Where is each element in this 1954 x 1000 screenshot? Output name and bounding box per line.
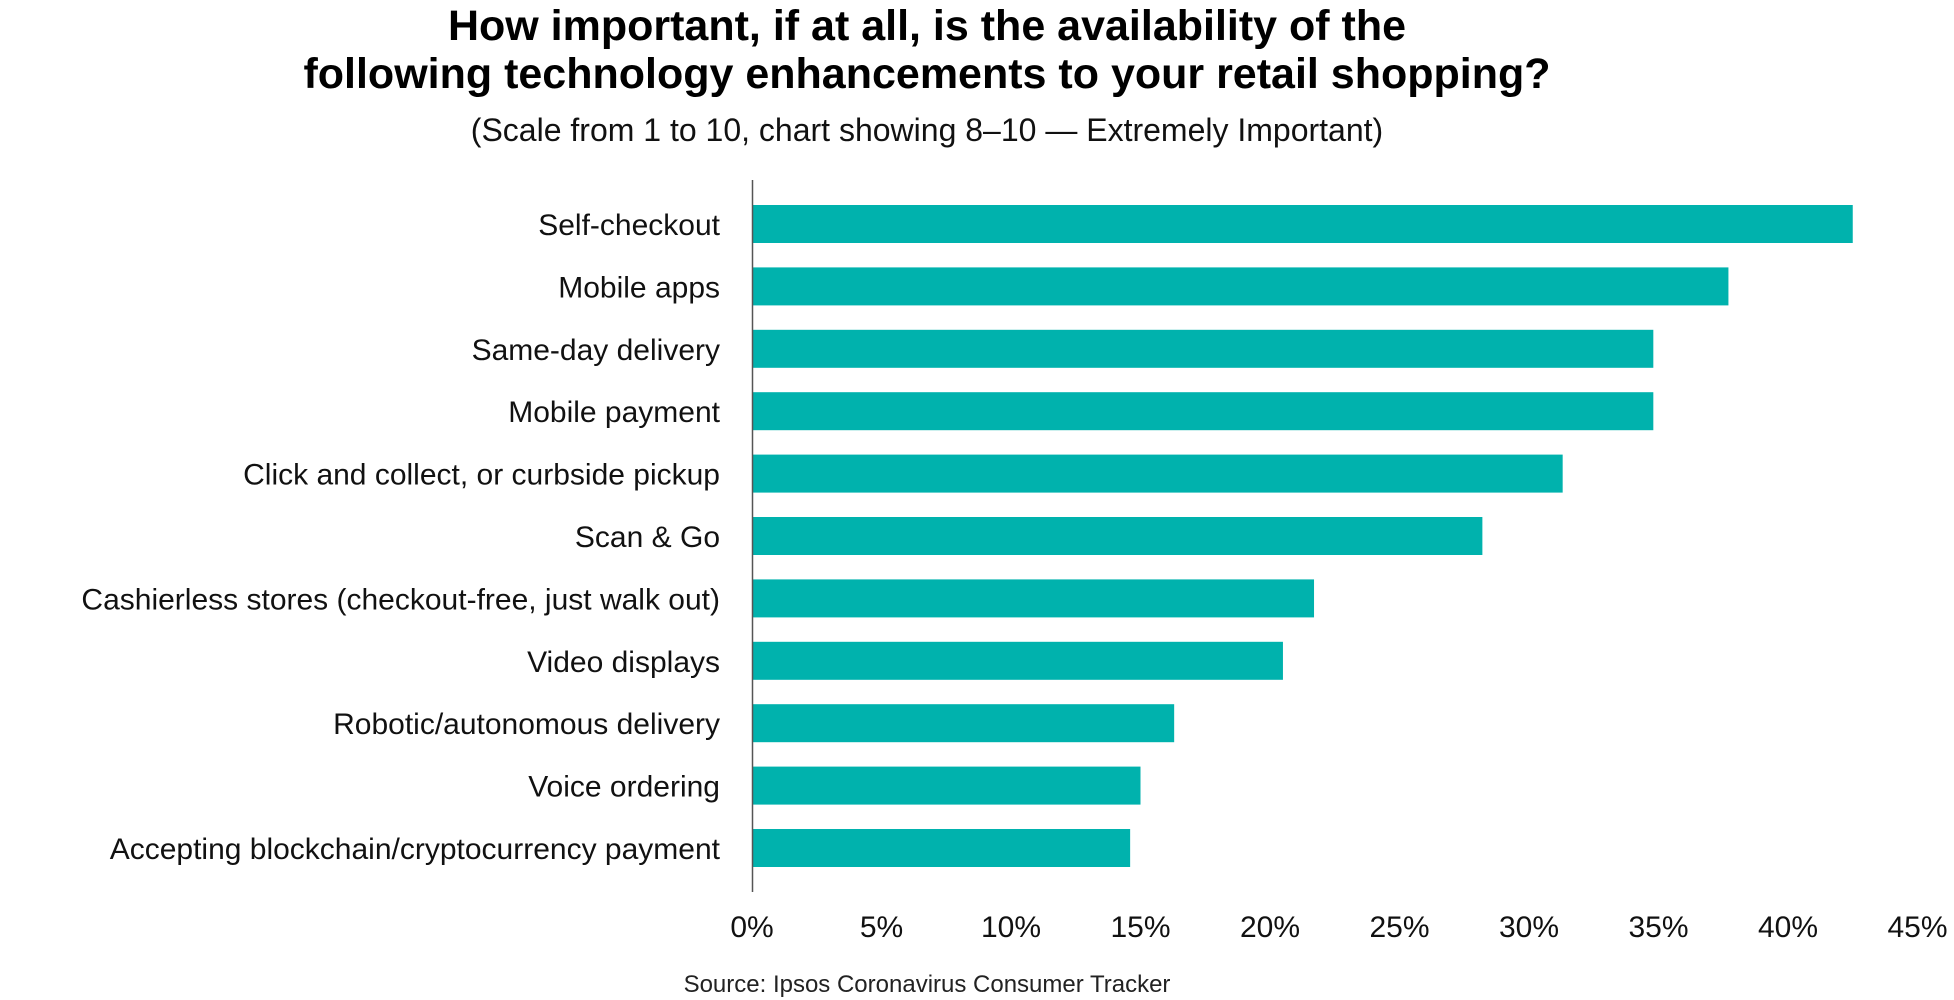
category-label: Click and collect, or curbside pickup [243,459,720,492]
category-label: Accepting blockchain/cryptocurrency paym… [110,833,721,866]
chart-title: How important, if at all, is the availab… [0,2,1854,98]
bar [752,205,1853,243]
source-note: Source: Ipsos Coronavirus Consumer Track… [683,971,1171,998]
bar [752,766,1141,805]
bar [752,641,1283,680]
category-label: Mobile payment [508,396,720,429]
category-label: Cashierless stores (checkout-free, just … [81,583,720,616]
bar [752,392,1654,431]
bar [752,704,1175,743]
bar [752,829,1131,867]
x-tick-label: 15% [1110,911,1170,944]
x-tick-label: 30% [1499,911,1559,944]
category-label: Scan & Go [575,521,720,554]
category-label: Mobile apps [558,271,720,304]
x-tick-label: 10% [981,911,1041,944]
category-label: Robotic/autonomous delivery [333,708,720,741]
x-tick-label: 45% [1887,911,1947,944]
chart-title-line-1: How important, if at all, is the availab… [447,2,1407,50]
category-label: Same-day delivery [472,334,720,367]
bar [752,267,1729,306]
x-tick-label: 40% [1758,911,1818,944]
x-tick-label: 35% [1628,911,1688,944]
x-tick-label: 25% [1369,911,1429,944]
bar [752,329,1654,368]
bar [752,579,1315,618]
x-tick-label: 5% [860,911,903,944]
x-tick-label: 0% [730,911,773,944]
chart-subtitle: (Scale from 1 to 10, chart showing 8–10 … [470,112,1384,148]
category-label: Self-checkout [538,209,720,242]
chart-title-line-2: following technology enhancements to you… [303,50,1551,98]
bar [752,517,1483,555]
category-label: Voice ordering [528,771,720,804]
bar [752,454,1563,493]
category-label: Video displays [527,646,720,679]
x-tick-label: 20% [1240,911,1300,944]
